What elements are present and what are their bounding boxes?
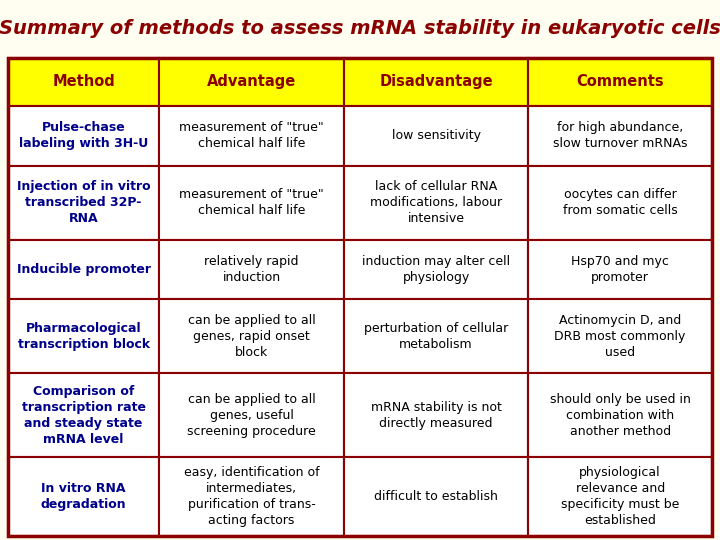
Text: oocytes can differ
from somatic cells: oocytes can differ from somatic cells [563, 188, 678, 217]
Bar [159, 374, 344, 457]
Bar [8, 166, 159, 240]
Bar [528, 240, 712, 299]
Text: easy, identification of
intermediates,
purification of trans-
acting factors: easy, identification of intermediates, p… [184, 466, 320, 527]
Bar [344, 299, 528, 374]
Text: Hsp70 and myc
promoter: Hsp70 and myc promoter [571, 255, 669, 284]
Text: should only be used in
combination with
another method: should only be used in combination with … [549, 393, 690, 438]
Bar [528, 58, 712, 106]
Text: difficult to establish: difficult to establish [374, 490, 498, 503]
Text: relatively rapid
induction: relatively rapid induction [204, 255, 299, 284]
Bar [8, 457, 159, 536]
Bar [8, 240, 159, 299]
Text: mRNA stability is not
directly measured: mRNA stability is not directly measured [371, 401, 501, 430]
Text: Comparison of
transcription rate
and steady state
mRNA level: Comparison of transcription rate and ste… [22, 385, 145, 446]
Bar [159, 457, 344, 536]
Bar [344, 240, 528, 299]
Bar [8, 299, 159, 374]
Bar [528, 374, 712, 457]
Text: for high abundance,
slow turnover mRNAs: for high abundance, slow turnover mRNAs [553, 121, 688, 150]
Text: Advantage: Advantage [207, 75, 296, 90]
Bar [528, 299, 712, 374]
Text: Summary of methods to assess mRNA stability in eukaryotic cells: Summary of methods to assess mRNA stabil… [0, 18, 720, 37]
Text: low sensitivity: low sensitivity [392, 129, 480, 142]
Text: Comments: Comments [576, 75, 664, 90]
Bar [528, 166, 712, 240]
Text: induction may alter cell
physiology: induction may alter cell physiology [362, 255, 510, 284]
Text: Injection of in vitro
transcribed 32P-
RNA: Injection of in vitro transcribed 32P- R… [17, 180, 150, 225]
Text: physiological
relevance and
specificity must be
established: physiological relevance and specificity … [561, 466, 679, 527]
Text: Pulse-chase
labeling with 3H-U: Pulse-chase labeling with 3H-U [19, 121, 148, 150]
Bar [8, 106, 159, 166]
Bar [159, 166, 344, 240]
Text: lack of cellular RNA
modifications, labour
intensive: lack of cellular RNA modifications, labo… [370, 180, 502, 225]
Text: Inducible promoter: Inducible promoter [17, 263, 150, 276]
Text: can be applied to all
genes, rapid onset
block: can be applied to all genes, rapid onset… [188, 314, 315, 359]
Bar [159, 299, 344, 374]
Bar [344, 374, 528, 457]
Text: Pharmacological
transcription block: Pharmacological transcription block [17, 322, 150, 351]
Text: perturbation of cellular
metabolism: perturbation of cellular metabolism [364, 322, 508, 351]
Text: can be applied to all
genes, useful
screening procedure: can be applied to all genes, useful scre… [187, 393, 316, 438]
Text: Disadvantage: Disadvantage [379, 75, 493, 90]
Bar [528, 106, 712, 166]
Bar [159, 106, 344, 166]
Bar [344, 457, 528, 536]
Bar [344, 166, 528, 240]
Text: measurement of "true"
chemical half life: measurement of "true" chemical half life [179, 121, 324, 150]
Bar [159, 240, 344, 299]
Bar [159, 58, 344, 106]
Bar [344, 106, 528, 166]
Bar [8, 58, 712, 536]
Bar [344, 58, 528, 106]
Bar [528, 457, 712, 536]
Text: Method: Method [53, 75, 115, 90]
Text: Actinomycin D, and
DRB most commonly
used: Actinomycin D, and DRB most commonly use… [554, 314, 686, 359]
Bar [8, 374, 159, 457]
Bar [8, 58, 159, 106]
Text: In vitro RNA
degradation: In vitro RNA degradation [41, 482, 127, 511]
Text: measurement of "true"
chemical half life: measurement of "true" chemical half life [179, 188, 324, 217]
